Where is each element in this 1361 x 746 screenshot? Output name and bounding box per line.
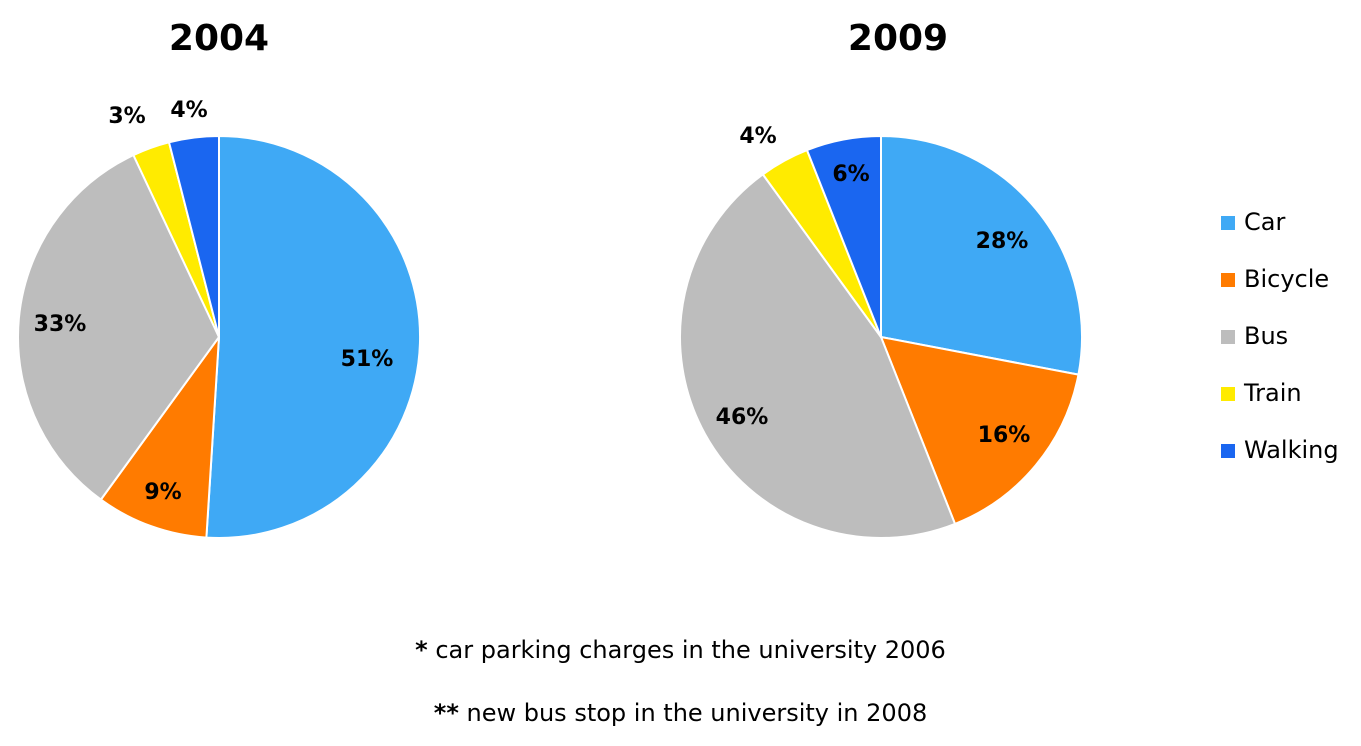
chart-title-2009: 2009 <box>848 18 948 59</box>
legend-swatch-car <box>1221 216 1235 230</box>
legend-swatch-bicycle <box>1221 273 1235 287</box>
data-label-2009-bicycle: 16% <box>978 423 1031 448</box>
legend-label-car: Car <box>1244 208 1285 236</box>
pie-chart-2009: 2009 28% 16% 46% 4% 6% <box>679 18 1083 539</box>
footnote-2-text: new bus stop in the university in 2008 <box>458 699 928 727</box>
pie-chart-2004: 2004 51% 9% 33% 3% 4% <box>17 18 422 539</box>
data-label-2004-car: 51% <box>341 347 394 372</box>
footnote-1-marker: * <box>415 636 428 664</box>
data-label-2009-car: 28% <box>976 229 1029 254</box>
footnote-1: * car parking charges in the university … <box>0 636 1361 664</box>
legend-label-bicycle: Bicycle <box>1244 265 1329 293</box>
legend-label-train: Train <box>1243 379 1302 407</box>
footnote-2: ** new bus stop in the university in 200… <box>0 699 1361 727</box>
data-label-2009-bus: 46% <box>716 405 769 430</box>
legend-label-walking: Walking <box>1244 436 1339 464</box>
data-label-2009-walking: 6% <box>832 162 869 187</box>
pie-slices-2009 <box>679 135 1083 539</box>
pie-labels-2004: 51% 9% 33% 3% 4% <box>34 98 394 505</box>
data-label-2004-train: 3% <box>108 104 145 129</box>
data-label-2004-bicycle: 9% <box>144 480 181 505</box>
legend-swatch-train <box>1221 387 1235 401</box>
pie-labels-2009: 28% 16% 46% 4% 6% <box>716 124 1031 448</box>
pie-slice-2009-bicycle <box>880 336 1080 525</box>
legend-swatch-walking <box>1221 444 1235 458</box>
pie-slice-2009-walking <box>806 135 882 338</box>
legend: Car Bicycle Bus Train Walking <box>1221 208 1339 464</box>
footnote-2-marker: ** <box>433 699 459 727</box>
chart-title-2004: 2004 <box>169 18 269 59</box>
data-label-2004-walking: 4% <box>170 98 207 123</box>
pie-slice-2004-car <box>205 135 422 539</box>
pie-slice-2009-bus <box>679 173 956 539</box>
pie-slice-2004-bus <box>17 154 220 501</box>
legend-swatch-bus <box>1221 330 1235 344</box>
pie-slices-2004 <box>17 135 422 539</box>
data-label-2004-bus: 33% <box>34 312 87 337</box>
footnote-1-text: car parking charges in the university 20… <box>427 636 946 664</box>
pie-slice-2004-walking <box>168 135 220 338</box>
data-label-2009-train: 4% <box>739 124 776 149</box>
legend-label-bus: Bus <box>1244 322 1288 350</box>
pie-slice-2009-car <box>880 135 1083 376</box>
pie-slice-2004-bicycle <box>99 336 220 539</box>
